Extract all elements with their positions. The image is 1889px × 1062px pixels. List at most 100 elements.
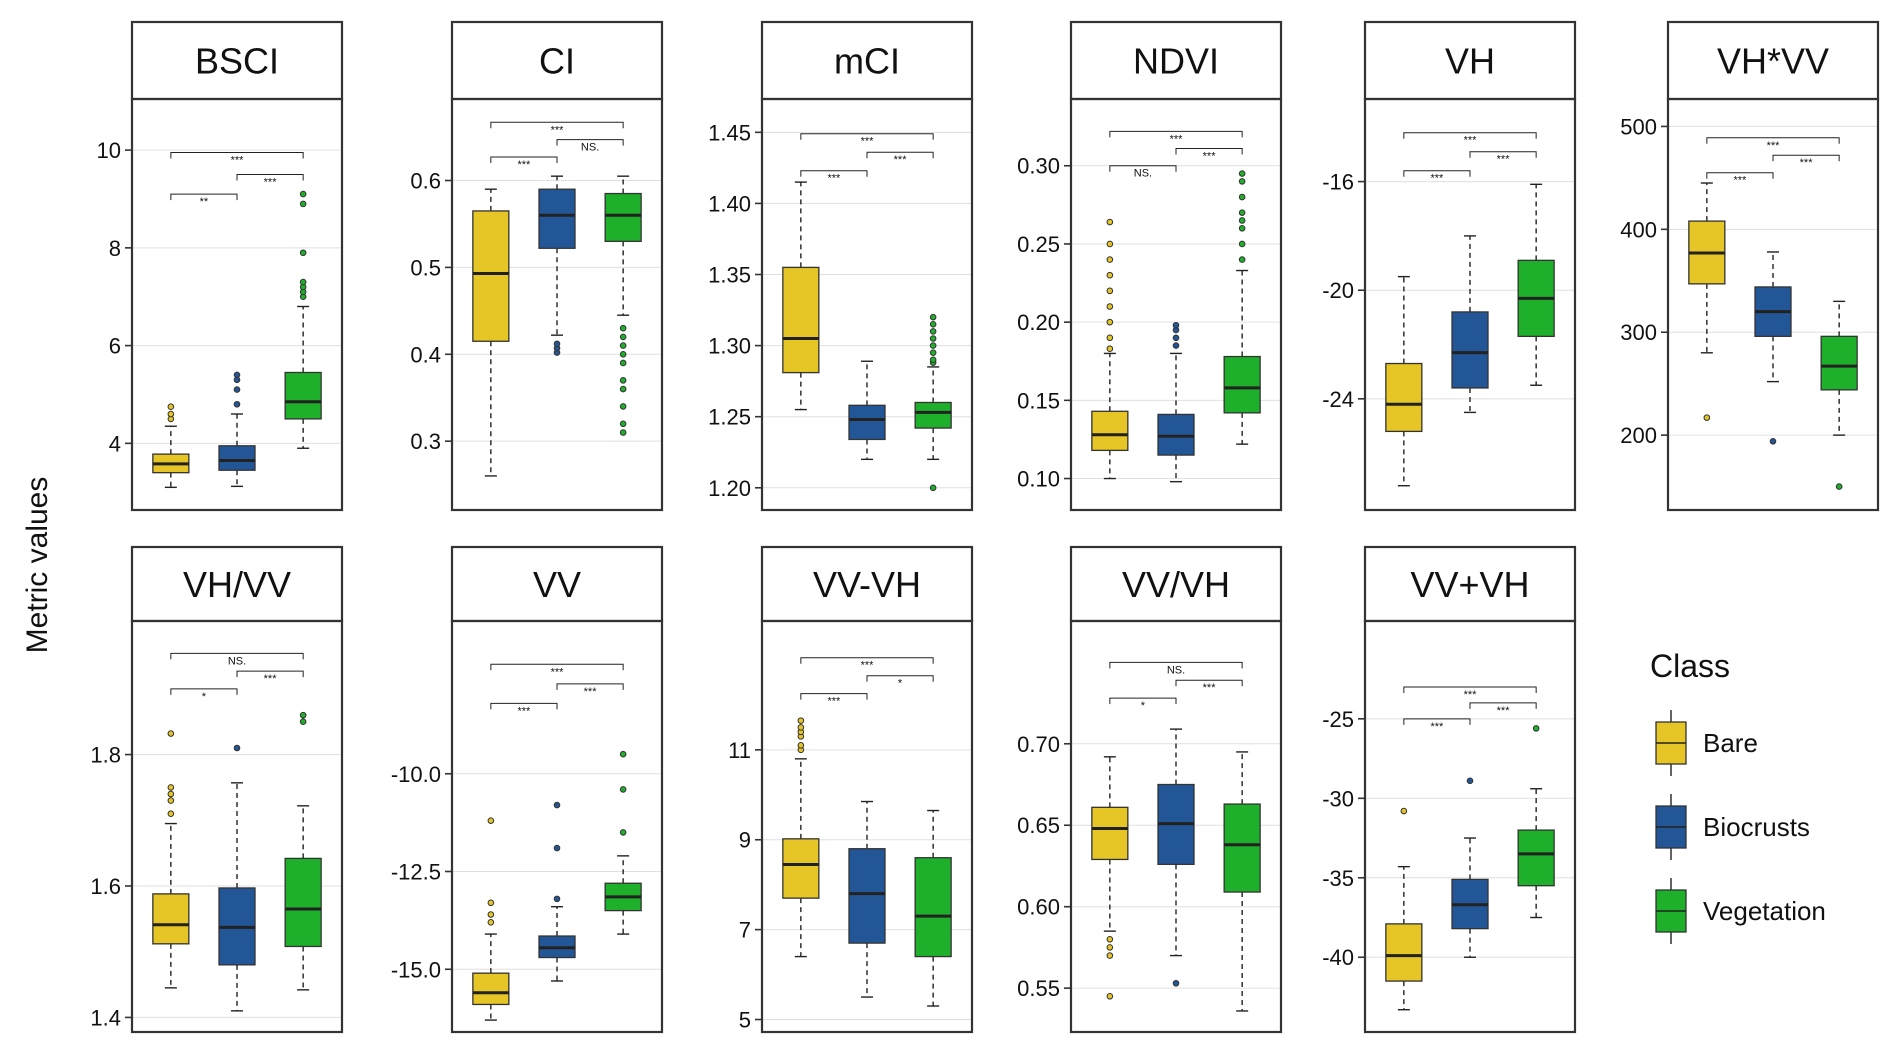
legend-label: Biocrusts <box>1703 812 1810 842</box>
outlier-point <box>619 377 627 384</box>
outlier-point <box>299 190 307 198</box>
box-bare <box>1385 807 1423 1011</box>
significance-label: *** <box>828 173 842 185</box>
facet-strip <box>1666 20 1880 101</box>
significance-label: NS. <box>1167 664 1185 676</box>
outlier-point <box>299 711 307 719</box>
panel-vv: VV -15.0 -12.5 -10.0 *** *** *** <box>391 545 664 1034</box>
panel-vh-over-vv: VH/VV1.41.61.8****NS. <box>90 545 344 1034</box>
y-tick-label: 200 <box>1620 423 1657 448</box>
significance-label: *** <box>1203 151 1217 163</box>
plot-frame <box>1363 619 1577 1034</box>
panel-vv-plus-vh: VV+VH -40 -35 -30 -25 *** *** *** <box>1322 545 1577 1034</box>
y-tick-label: 4 <box>109 431 121 456</box>
outlier-point <box>1106 944 1114 951</box>
significance-bracket: NS. <box>556 139 624 154</box>
bracket-line <box>490 121 624 129</box>
facet-strip <box>450 20 664 101</box>
significance-bracket: *** <box>490 663 624 678</box>
significance-label: *** <box>1431 173 1445 185</box>
outlier-point <box>1238 209 1246 216</box>
significance-bracket: *** <box>490 156 558 171</box>
y-tick-label: 9 <box>739 828 751 853</box>
box-biocrusts <box>1451 777 1489 958</box>
box-biocrusts <box>1451 235 1489 414</box>
iqr-box <box>782 838 820 899</box>
outlier-point <box>299 200 307 208</box>
iqr-box <box>1517 829 1555 887</box>
bracket-line <box>1109 130 1243 138</box>
outlier-point <box>619 420 627 428</box>
outlier-point <box>553 340 561 348</box>
bracket-line <box>866 151 934 159</box>
significance-bracket: NS. <box>1109 165 1177 180</box>
bracket-line <box>1403 170 1471 177</box>
outlier-point <box>553 895 561 903</box>
outlier-point <box>619 342 627 349</box>
outlier-point <box>167 403 175 410</box>
outlier-point <box>1238 240 1246 248</box>
outlier-point <box>619 333 627 341</box>
significance-label: ** <box>200 196 209 208</box>
box-biocrusts <box>538 175 576 356</box>
bracket-line <box>800 133 934 140</box>
y-tick-label: 8 <box>109 236 121 261</box>
outlier-point <box>1106 287 1114 295</box>
box-bare <box>782 181 820 411</box>
outlier-point <box>299 278 307 286</box>
box-biocrusts <box>1754 251 1792 445</box>
iqr-box <box>1385 923 1423 982</box>
outlier-point <box>299 249 307 257</box>
iqr-box <box>152 893 190 945</box>
outlier-point <box>487 817 495 824</box>
significance-bracket: *** <box>236 670 304 685</box>
legend-title: Class <box>1650 648 1730 684</box>
legend-label: Bare <box>1703 728 1758 758</box>
outlier-point <box>1238 225 1246 232</box>
significance-bracket: *** <box>1403 170 1471 185</box>
y-tick-label: 0.10 <box>1017 467 1060 492</box>
box-bare <box>152 730 190 989</box>
panel-vh-times-vv: VH*VV 200 300 400 500 *** *** *** <box>1620 20 1880 512</box>
significance-bracket: * <box>170 688 238 703</box>
outlier-point <box>1172 979 1180 987</box>
plot-frame <box>760 97 974 512</box>
significance-bracket: *** <box>1706 137 1840 152</box>
outlier-point <box>1238 178 1246 185</box>
outlier-point <box>233 371 241 379</box>
significance-label: *** <box>551 666 565 678</box>
iqr-box <box>1223 355 1261 414</box>
bracket-line <box>170 152 304 159</box>
bracket-line <box>1706 172 1774 179</box>
outlier-point <box>929 320 937 328</box>
outlier-point <box>487 911 495 918</box>
significance-bracket: *** <box>1469 151 1537 166</box>
outlier-point <box>167 790 175 798</box>
significance-label: *** <box>1431 721 1445 733</box>
significance-label: *** <box>861 136 875 148</box>
significance-label: *** <box>894 154 908 166</box>
iqr-box <box>1223 803 1261 893</box>
iqr-box <box>1091 410 1129 452</box>
bracket-line <box>170 688 238 695</box>
significance-bracket: NS. <box>1109 661 1243 676</box>
outlier-point <box>1238 256 1246 263</box>
plot-frame <box>130 97 344 512</box>
significance-label: *** <box>1497 705 1511 717</box>
significance-bracket: *** <box>800 133 934 148</box>
box-vegetation <box>914 313 952 492</box>
significance-label: *** <box>264 177 278 189</box>
outlier-point <box>1172 334 1180 342</box>
y-tick-label: 1.45 <box>708 120 751 145</box>
y-tick-label: 300 <box>1620 320 1657 345</box>
significance-bracket: *** <box>1772 154 1840 169</box>
facet-strip <box>130 20 344 101</box>
bracket-line <box>800 693 868 700</box>
outlier-point <box>167 797 175 804</box>
outlier-point <box>619 829 627 836</box>
box-bare <box>1385 275 1423 487</box>
bracket-line <box>490 702 558 710</box>
iqr-box <box>538 188 576 249</box>
significance-bracket: *** <box>170 152 304 167</box>
significance-bracket: *** <box>1403 132 1537 147</box>
